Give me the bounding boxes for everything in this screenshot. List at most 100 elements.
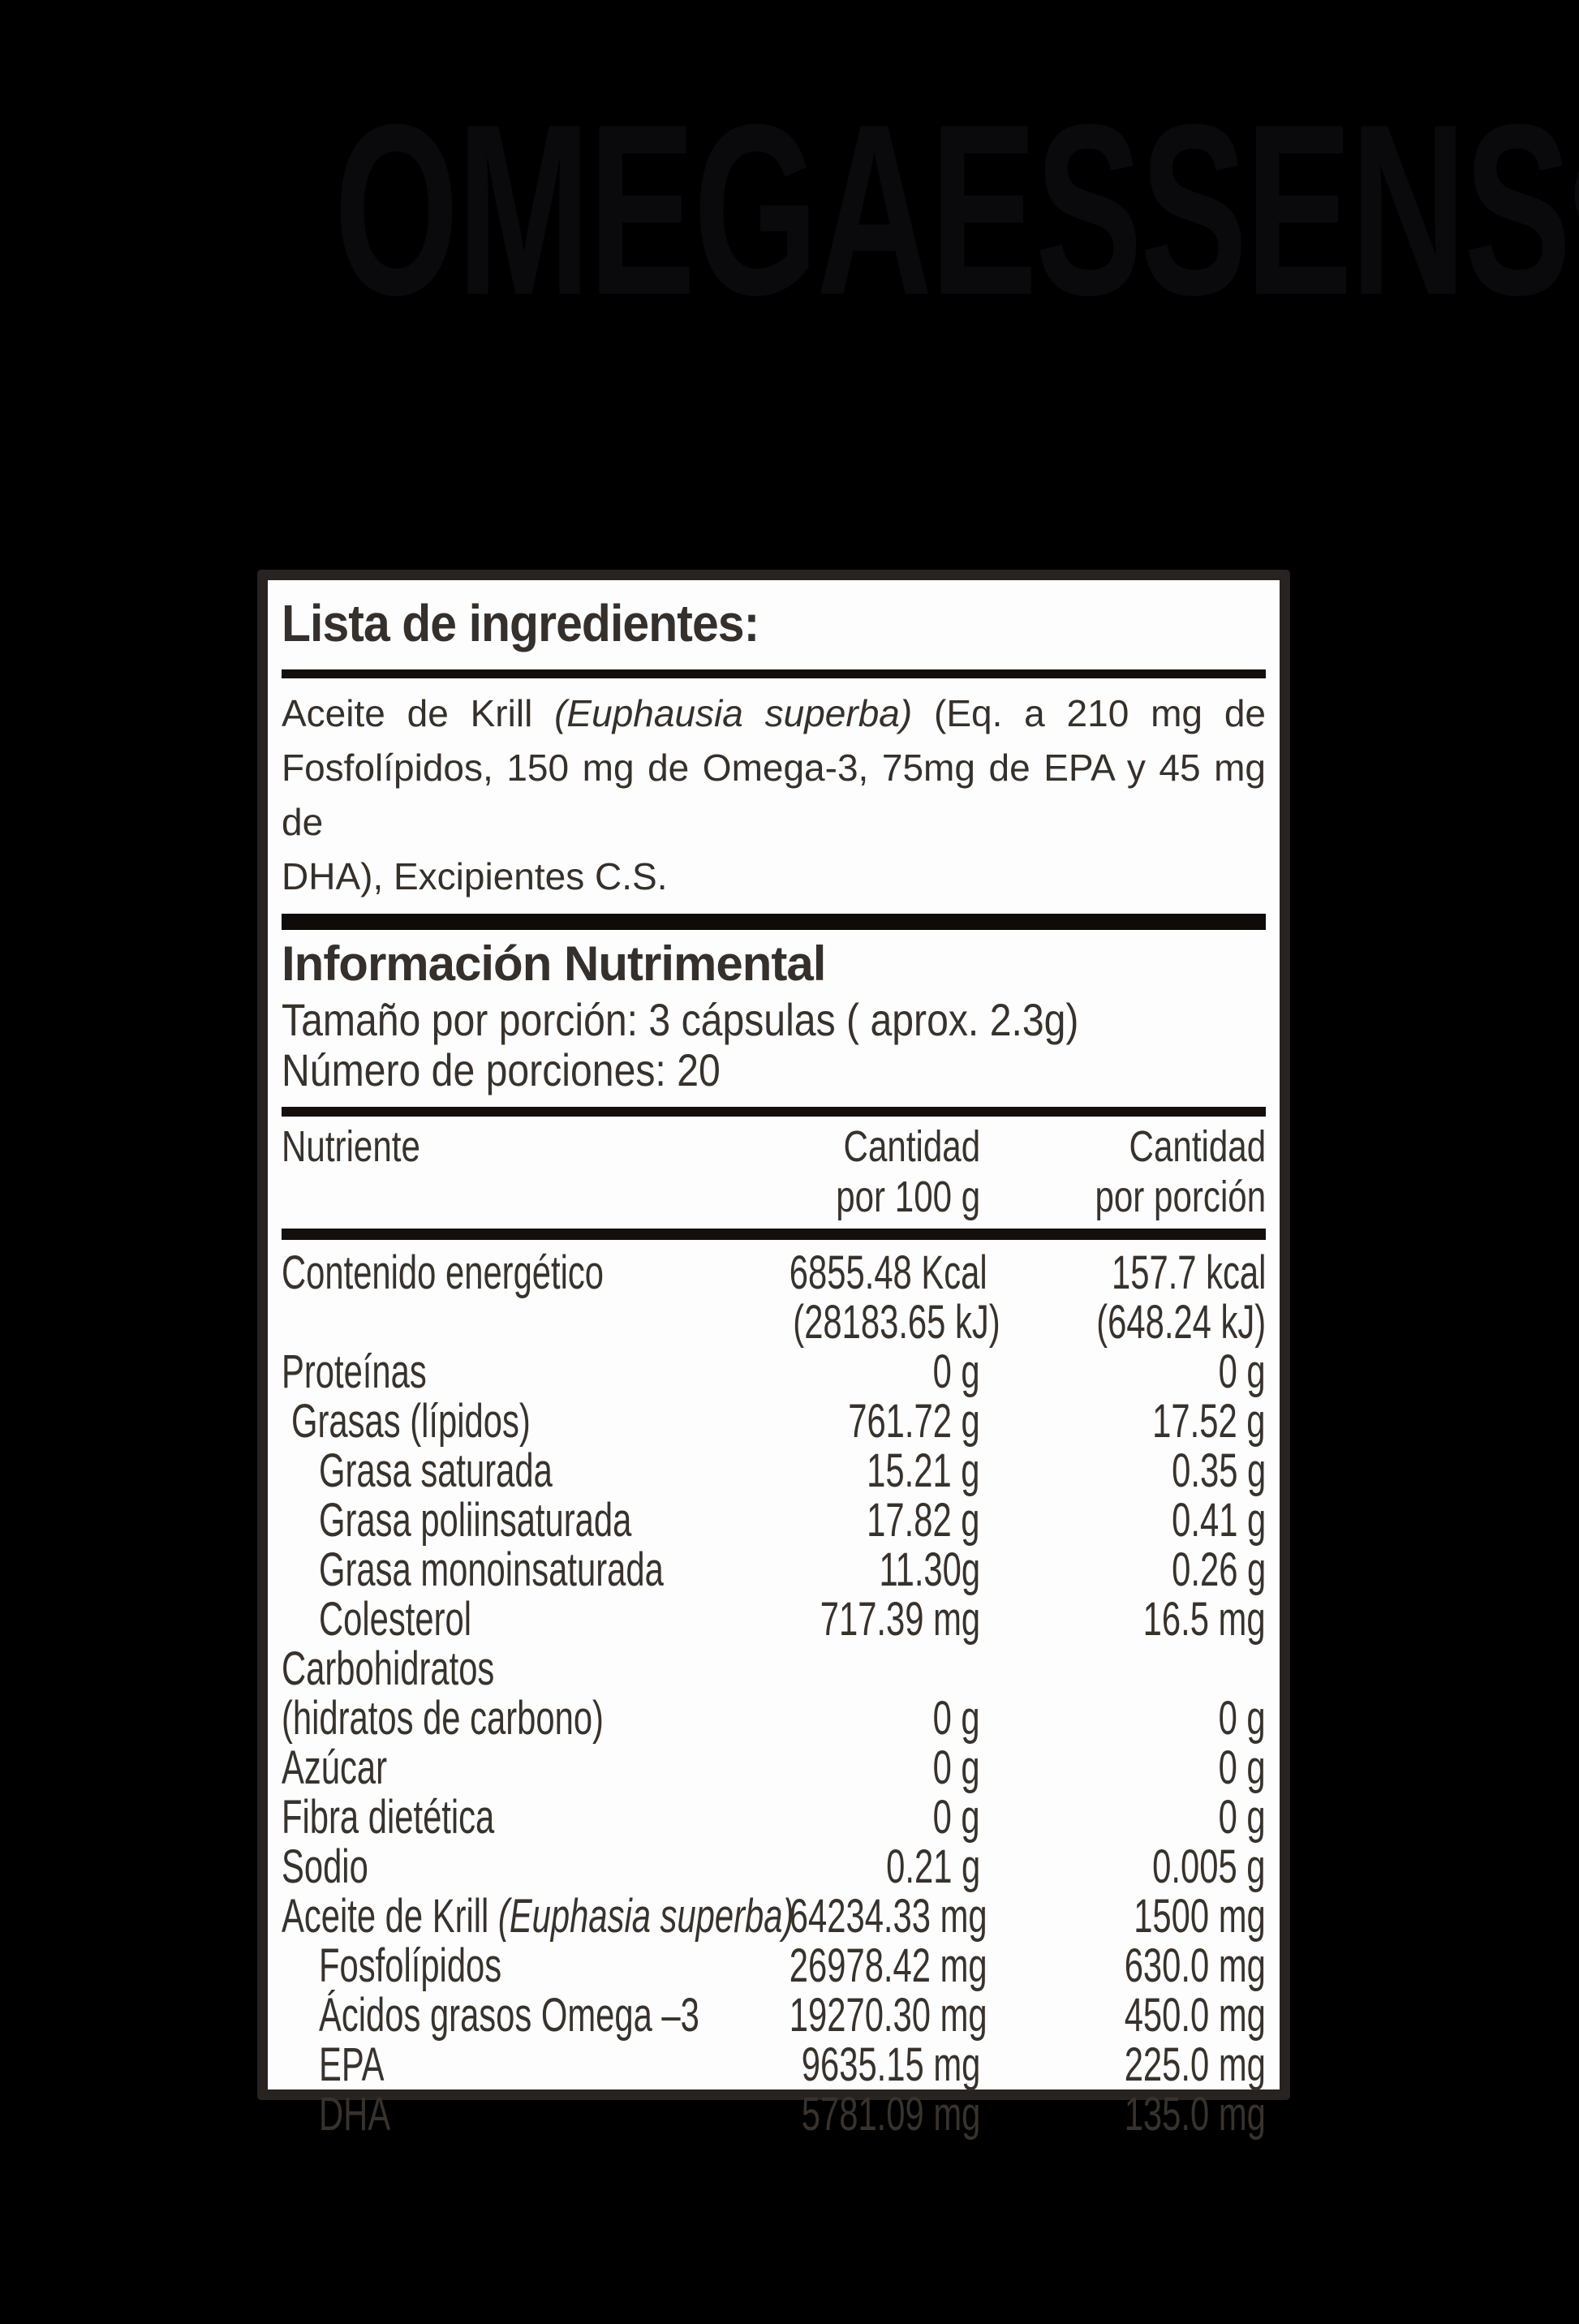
- header-portion-line2: por porción: [1095, 1173, 1266, 1221]
- nutrient-label: Aceite de Krill (Euphasia superba): [282, 1890, 794, 1943]
- per100-cell: 26978.42 mg: [789, 1939, 987, 1992]
- nutrient-label: Grasa poliinsaturada: [319, 1494, 632, 1547]
- table-row: (hidratos de carbono) 0 g 0 g: [282, 1694, 1266, 1743]
- portion-cell: [980, 1644, 1266, 1694]
- table-row: Colesterol 717.39 mg 16.5 mg: [282, 1595, 1266, 1644]
- nutrient-cell: Grasas (lípidos): [282, 1397, 712, 1446]
- per100-cell: 11.30g: [879, 1543, 980, 1596]
- portion-cell: 0 g: [1218, 1791, 1266, 1844]
- nutrient-label: Fibra dietética: [282, 1791, 495, 1844]
- table-row: Grasa poliinsaturada 17.82 g 0.41 g: [282, 1496, 1266, 1545]
- per100-cell: [712, 1644, 980, 1694]
- header-per100-line1: Cantidad: [843, 1122, 980, 1171]
- nutrient-label: Grasa monoinsaturada: [319, 1543, 664, 1596]
- table-row: Azúcar 0 g 0 g: [282, 1743, 1266, 1792]
- table-row: Grasa monoinsaturada 11.30g 0.26 g: [282, 1545, 1266, 1595]
- ingredients-paragraph: Aceite de Krill (Euphausia superba) (Eq.…: [282, 686, 1266, 904]
- nutrient-cell: EPA: [282, 2040, 712, 2089]
- per100-cell: 9635.15 mg: [801, 2038, 980, 2091]
- nutrient-cell: Carbohidratos: [282, 1644, 712, 1694]
- portion-cell: 0 g: [1218, 1692, 1266, 1745]
- header-nutrient-label: Nutriente: [282, 1122, 420, 1171]
- ingredient-text: Aceite de Krill: [282, 692, 555, 734]
- nutrient-cell: Colesterol: [282, 1595, 712, 1644]
- portion-cell: 0.005 g: [1152, 1840, 1266, 1893]
- nutrient-label: Contenido energético: [282, 1246, 604, 1299]
- portion-cell: 157.7 kcal: [1111, 1246, 1266, 1299]
- nutrient-label: Grasas (lípidos): [291, 1395, 531, 1448]
- table-row: Proteínas 0 g 0 g: [282, 1347, 1266, 1397]
- ingredients-line: DHA), Excipientes C.S.: [282, 850, 1266, 904]
- nutrient-label: Sodio: [282, 1840, 368, 1893]
- ingredients-line: Fosfolípidos, 150 mg de Omega-3, 75mg de…: [282, 741, 1266, 850]
- nutrient-cell: Azúcar: [282, 1743, 712, 1792]
- ingredients-heading: Lista de ingredientes:: [282, 594, 759, 652]
- nutrient-cell: Grasa monoinsaturada: [282, 1545, 712, 1595]
- portion-cell: 630.0 mg: [1124, 1939, 1266, 1992]
- nutrient-label: Ácidos grasos Omega –3: [319, 1989, 699, 2042]
- table-row: Fibra dietética 0 g 0 g: [282, 1792, 1266, 1842]
- per100-cell: 0 g: [932, 1791, 980, 1844]
- nutrient-label-italic: (Euphasia superba): [497, 1890, 794, 1943]
- brand-title-text: OMEGAESSENS®: [334, 88, 1579, 373]
- nutrient-label: Fosfolípidos: [319, 1939, 502, 1992]
- nutrient-cell: Sodio: [282, 1842, 712, 1891]
- nutrition-facts-heading: Información Nutrimental: [282, 936, 826, 991]
- per100-cell: 0 g: [932, 1692, 980, 1745]
- per100-cell: 761.72 g: [848, 1395, 980, 1448]
- portion-cell: 0.35 g: [1171, 1444, 1266, 1497]
- per100-cell: 0 g: [932, 1741, 980, 1794]
- portion-cell: 0.41 g: [1171, 1494, 1266, 1547]
- nutrient-cell: Grasa poliinsaturada: [282, 1496, 712, 1545]
- nutrient-cell: Ácidos grasos Omega –3: [282, 1990, 712, 2040]
- divider-rule: [282, 1229, 1266, 1240]
- per100-cell: 717.39 mg: [820, 1593, 980, 1646]
- nutrient-cell: Aceite de Krill (Euphasia superba): [282, 1891, 794, 1941]
- brand-word: OMEGAESSENS: [333, 73, 1572, 346]
- nutrient-cell: Grasa saturada: [282, 1446, 712, 1496]
- portion-cell: 16.5 mg: [1143, 1593, 1266, 1646]
- table-row: EPA 9635.15 mg 225.0 mg: [282, 2040, 1266, 2089]
- table-row: DHA 5781.09 mg 135.0 mg: [282, 2089, 1266, 2139]
- ingredients-line: Aceite de Krill (Euphausia superba) (Eq.…: [282, 686, 1266, 741]
- servings-count-text: Número de porciones: 20: [282, 1044, 721, 1095]
- nutrient-cell: Fosfolípidos: [282, 1941, 712, 1990]
- header-per100-line2: por 100 g: [836, 1173, 980, 1221]
- per100-cell: 15.21 g: [867, 1444, 980, 1497]
- table-row: Grasa saturada 15.21 g 0.35 g: [282, 1446, 1266, 1496]
- nutrient-cell: (hidratos de carbono): [282, 1694, 712, 1743]
- serving-size-text: Tamaño por porción: 3 cápsulas ( aprox. …: [282, 994, 1079, 1045]
- nutrient-label: Azúcar: [282, 1741, 387, 1794]
- section-divider-bar: [282, 914, 1266, 930]
- nutrient-label: Carbohidratos: [282, 1642, 495, 1695]
- portion-cell: (648.24 kJ): [1096, 1296, 1266, 1349]
- table-row: (28183.65 kJ) (648.24 kJ): [282, 1298, 1266, 1347]
- divider-rule: [282, 669, 1266, 678]
- per100-cell: 0.21 g: [885, 1840, 980, 1893]
- table-row: Fosfolípidos 26978.42 mg 630.0 mg: [282, 1941, 1266, 1990]
- portion-cell: 17.52 g: [1152, 1395, 1266, 1448]
- ingredient-text: (Eq. a 210 mg de: [912, 692, 1266, 734]
- table-row: Carbohidratos: [282, 1644, 1266, 1694]
- serving-info: Tamaño por porción: 3 cápsulas ( aprox. …: [282, 995, 1266, 1095]
- per100-cell: 0 g: [932, 1345, 980, 1398]
- per100-cell: 64234.33 mg: [789, 1890, 987, 1943]
- table-row: Contenido energético 6855.48 Kcal 157.7 kc…: [282, 1248, 1266, 1298]
- nutrient-label: Grasa saturada: [319, 1444, 553, 1497]
- divider-rule: [282, 1107, 1266, 1117]
- portion-cell: 1500 mg: [1134, 1890, 1266, 1943]
- per100-cell: (28183.65 kJ): [793, 1296, 1000, 1349]
- per100-cell: 19270.30 mg: [789, 1989, 987, 2042]
- nutrient-cell: Fibra dietética: [282, 1792, 712, 1842]
- per100-cell: 17.82 g: [867, 1494, 980, 1547]
- ingredient-text: Fosfolípidos, 150 mg de Omega-3, 75mg de…: [282, 747, 1266, 843]
- nutrition-label-panel: Lista de ingredientes: Aceite de Krill (…: [257, 570, 1290, 2139]
- per100-cell: 5781.09 mg: [801, 2088, 980, 2141]
- portion-cell: 0 g: [1218, 1345, 1266, 1398]
- nutrition-table-body: Contenido energético 6855.48 Kcal 157.7 kc…: [282, 1248, 1266, 2139]
- nutrient-cell: Proteínas: [282, 1347, 712, 1397]
- per100-cell: 6855.48 Kcal: [789, 1246, 987, 1299]
- nutrient-cell: [282, 1298, 712, 1347]
- header-portion-line1: Cantidad: [1129, 1122, 1266, 1171]
- table-row: Sodio 0.21 g 0.005 g: [282, 1842, 1266, 1891]
